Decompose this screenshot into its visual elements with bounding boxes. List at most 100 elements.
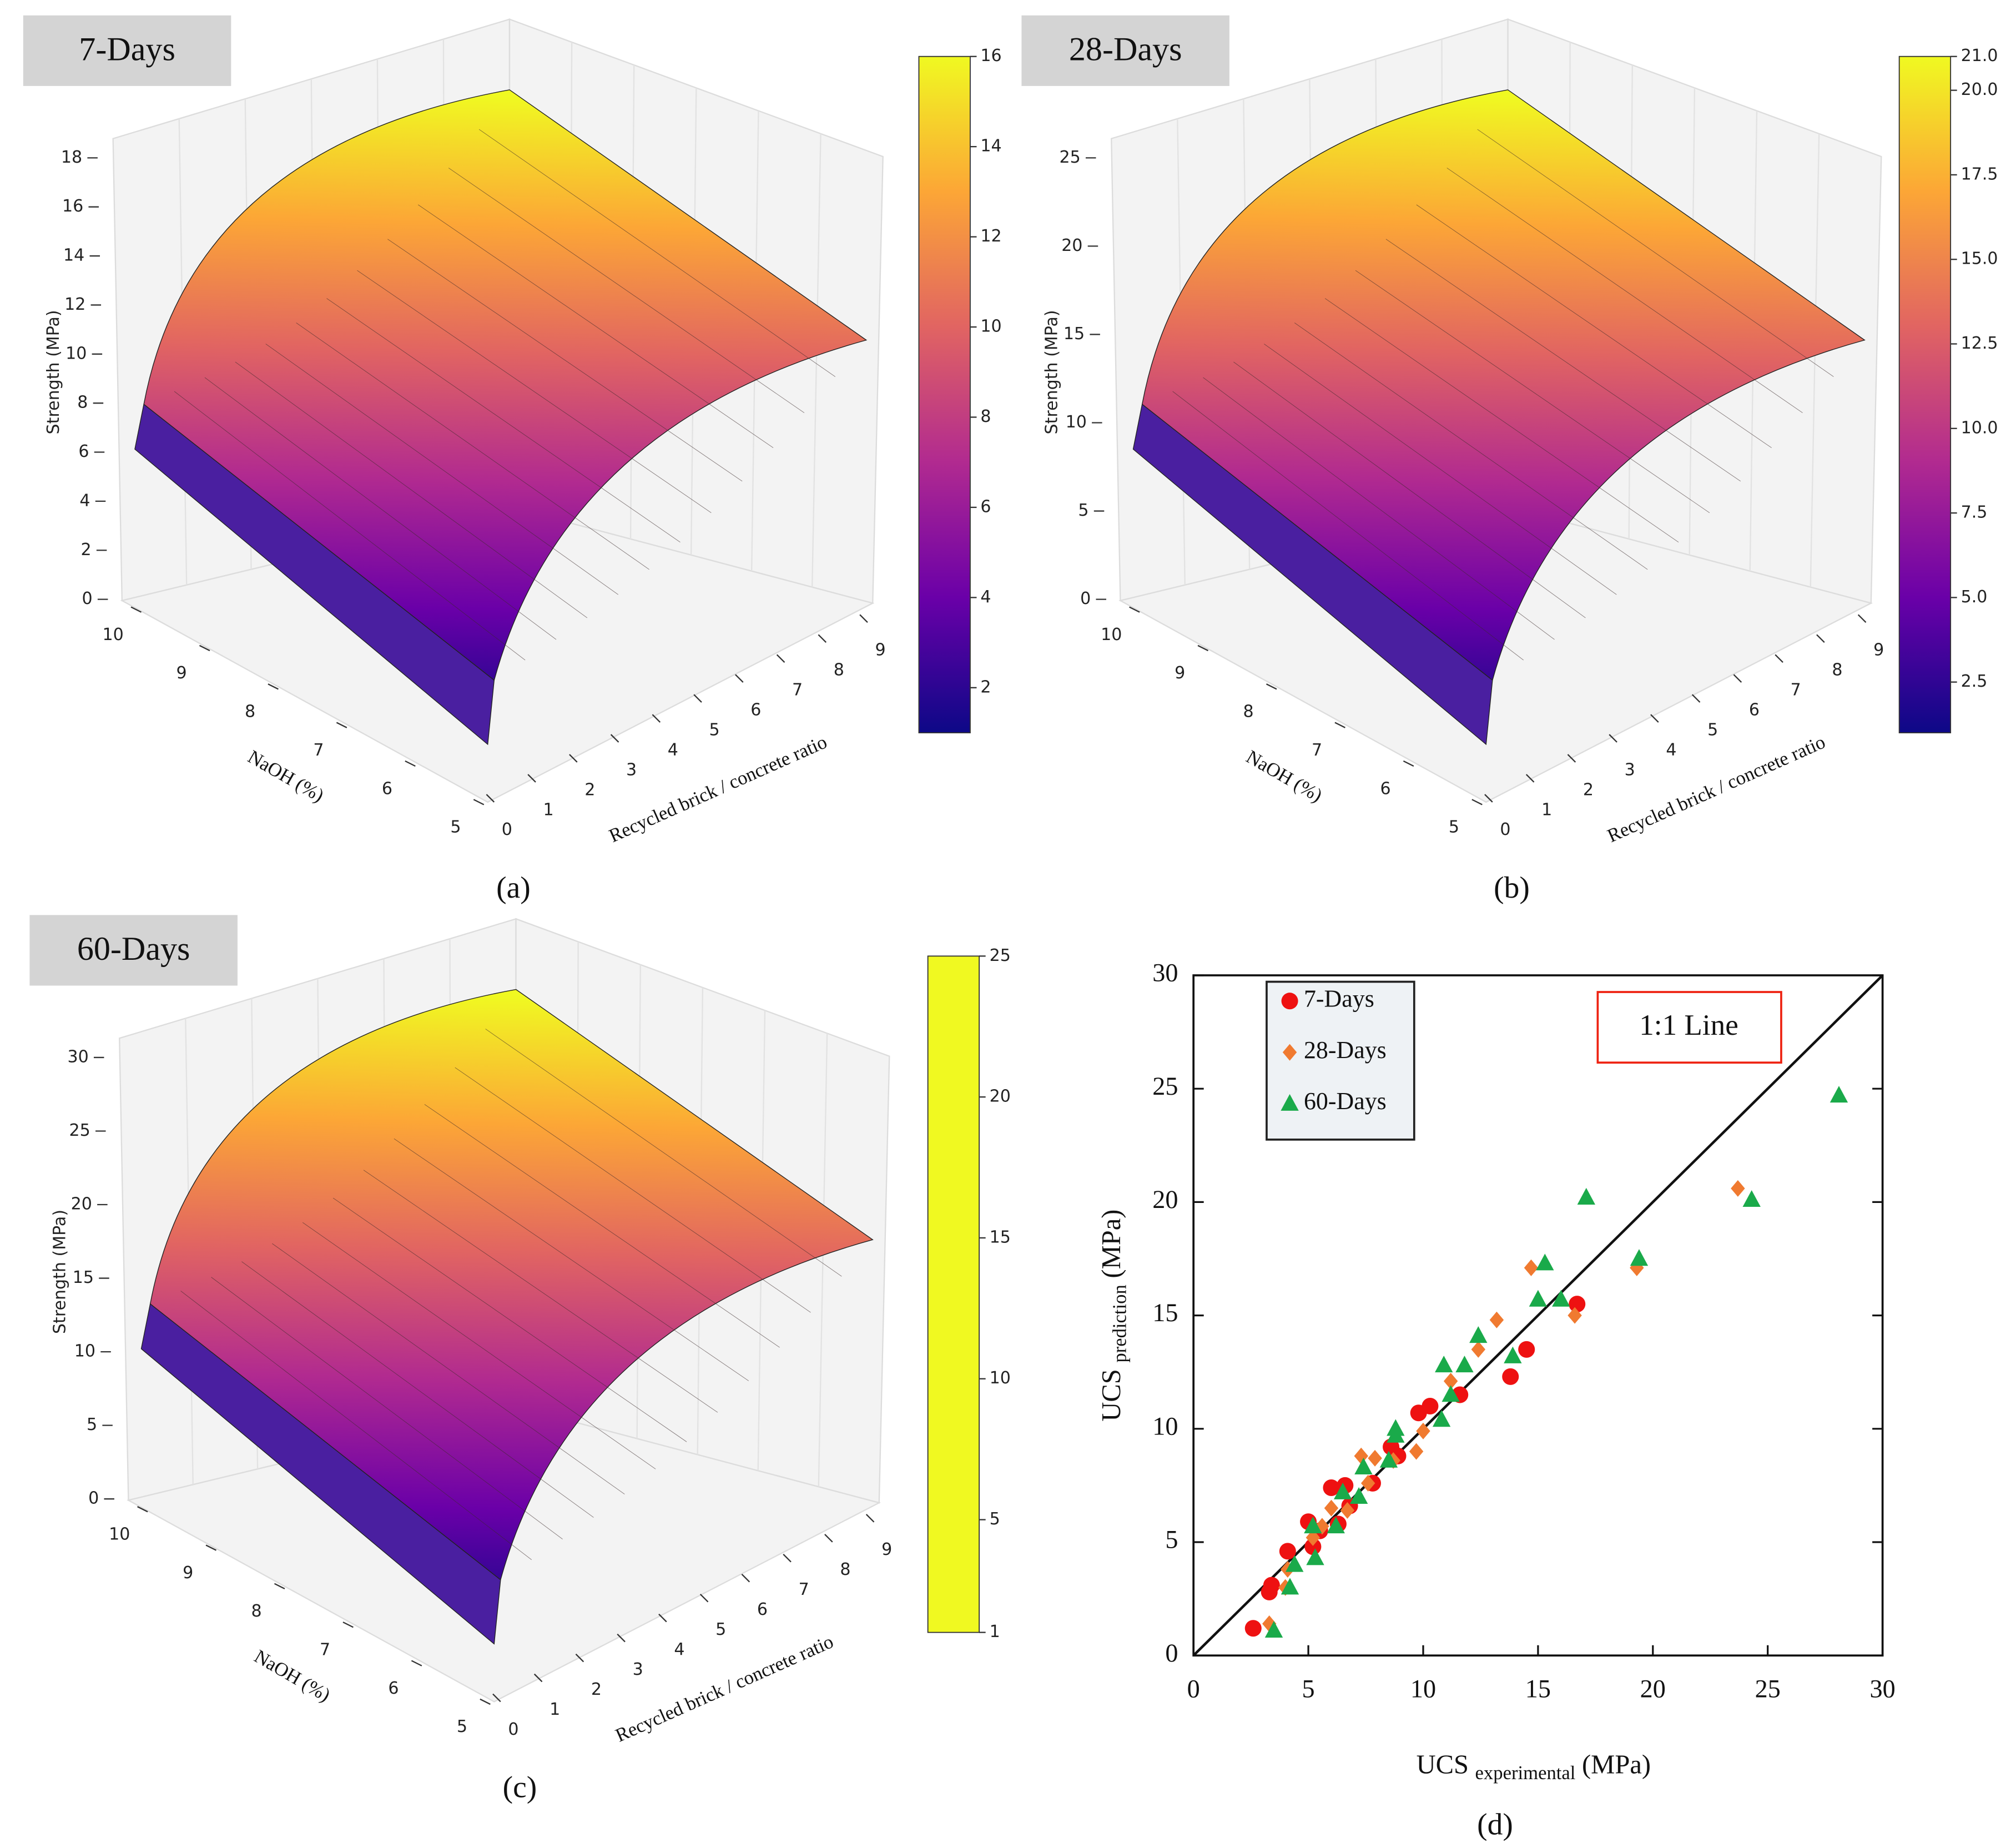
data-point [1333,1482,1352,1499]
y-tick-label: 8 [251,1602,262,1621]
colorbar-tick-label: 5 [990,1509,1000,1529]
x-axis-label: Recycled brick / concrete ratio [1604,731,1828,847]
legend-label: 60-Days [1304,1087,1387,1115]
data-point [1286,1555,1304,1572]
data-point [1263,1577,1280,1594]
y-tick [405,760,416,767]
x-tick-label: 3 [626,760,637,779]
x-tick [1691,694,1701,703]
data-point [1360,1474,1375,1492]
data-point [1524,1259,1539,1276]
z-tick-label: 30 [67,1047,88,1066]
legend-label: 28-Days [1304,1036,1387,1064]
y-tick [1197,644,1209,652]
y-tick-label: 0 [1165,1639,1178,1667]
data-point [1536,1253,1554,1271]
x-tick-label: 10 [1410,1675,1436,1703]
pane-grid [1810,133,1820,587]
y-tick-label: 7 [320,1640,330,1659]
y-tick-label: 9 [177,663,187,683]
y-tick-label: 30 [1152,959,1178,987]
surface-mesh [302,1222,656,1469]
x-tick [1567,754,1576,763]
z-tick-label: 4 [79,491,90,510]
x-tick-label: 30 [1870,1675,1896,1703]
x-tick [735,674,744,683]
data-point [1455,1356,1474,1373]
data-point [1742,1190,1761,1207]
data-point [1577,1187,1595,1205]
colorbar [918,56,971,733]
x-tick [741,1573,750,1583]
y-tick-label: 6 [388,1679,399,1698]
y-tick [1334,722,1345,728]
x-tick-label: 4 [1666,740,1676,759]
x-tick [776,654,785,663]
title-box [1021,15,1229,86]
x-tick [1609,734,1617,743]
x-tick [1816,634,1825,643]
x-tick [610,734,619,743]
surface-mesh [180,1291,532,1560]
z-axis-label: Strength (MPa) [50,1210,69,1334]
x-tick-label: 9 [875,641,886,660]
y-tick [480,1698,491,1705]
surface-mesh [1264,344,1617,595]
y-tick-label: 20 [1152,1185,1178,1213]
colorbar-tick-label: 10 [990,1368,1011,1388]
surface-mesh [1203,377,1555,640]
data-point [1442,1385,1460,1402]
y-tick-label: 6 [1380,779,1390,798]
annotation-box [1596,991,1782,1064]
data-point [1568,1307,1582,1324]
data-point [1368,1449,1382,1467]
data-point [1264,1620,1283,1638]
x-tick [486,794,495,803]
colorbar-tick-label: 8 [980,407,991,426]
surface-mesh [455,1067,811,1313]
data-point [1630,1249,1649,1266]
surface-mesh [448,168,805,414]
surface-mesh [394,1138,749,1381]
y-tick-label: 6 [382,779,392,798]
x-tick [492,1693,501,1703]
x-tick-label: 2 [591,1680,602,1699]
data-point [1306,1548,1324,1565]
x-tick-label: 7 [799,1580,809,1599]
z-tick-label: 5 [87,1415,97,1434]
x-tick-label: 4 [674,1640,684,1659]
y-tick-label: 25 [1152,1072,1178,1100]
data-point [1422,1397,1439,1414]
pane-grid [812,133,821,587]
z-tick-label: 0 [1080,589,1091,608]
data-point [1471,1341,1486,1358]
y-axis-label: UCS prediction (MPa) [1097,1210,1131,1422]
x-axis-label: Recycled brick / concrete ratio [612,1631,836,1746]
y-tick-label: 7 [1312,741,1322,760]
data-point [1349,1487,1368,1504]
colorbar-tick-label: 2 [980,677,991,697]
colorbar-tick-label: 4 [980,587,991,607]
x-tick-label: 25 [1755,1675,1781,1703]
x-tick-label: 8 [1832,661,1842,680]
surface-mesh [1324,298,1679,543]
y-tick-label: 5 [457,1717,467,1736]
colorbar [1898,56,1952,733]
x-tick [1733,674,1742,683]
x-tick [533,1673,543,1683]
y-tick [137,1506,148,1513]
y-tick [1129,606,1140,613]
colorbar [927,955,980,1633]
x-tick [1650,714,1659,723]
x-tick [1775,654,1783,663]
z-axis-label: Strength (MPa) [1042,310,1061,434]
caption: (c) [503,1771,537,1805]
colorbar-tick-label: 20.0 [1961,80,1998,99]
x-tick-label: 8 [840,1560,850,1579]
x-tick-label: 0 [502,820,512,839]
z-tick-label: 0 [88,1489,99,1508]
y-axis-label-sub: prediction [1110,1285,1131,1363]
x-tick-label: 8 [834,661,844,680]
data-point [1443,1373,1458,1390]
